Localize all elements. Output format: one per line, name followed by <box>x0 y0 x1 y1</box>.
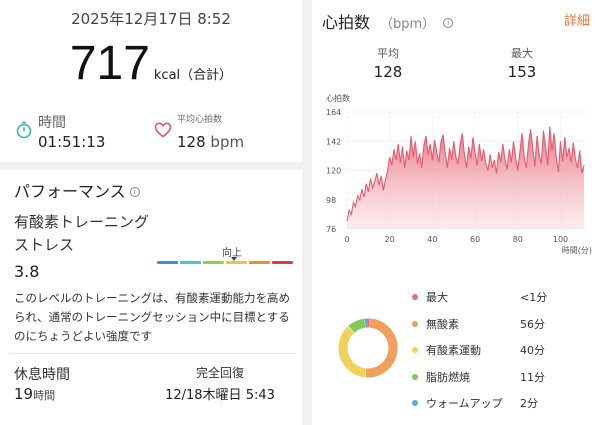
x-tick-label: 80 <box>513 235 523 244</box>
x-tick-label: 40 <box>427 235 437 244</box>
stopwatch-icon <box>16 121 32 139</box>
zone-color-dot <box>412 320 418 327</box>
average-label: 平均 <box>377 47 399 60</box>
zone-segment <box>338 326 366 378</box>
zone-legend-item: 無酸素 56分 <box>412 315 592 342</box>
aerobic-training-stress-value: 3.8 <box>14 262 40 281</box>
heart-rate-area <box>347 126 584 229</box>
zone-color-dot <box>412 400 418 407</box>
zone-name: 無酸素 <box>426 317 459 331</box>
zone-name: 有酸素運動 <box>426 344 481 358</box>
max-value: 153 <box>507 63 537 81</box>
full-recovery-value: 12/18木曜日 5:43 <box>165 388 275 403</box>
section-divider <box>0 162 302 170</box>
heart-rate-panel: 心拍数 （bpm） i 詳細 平均 128 最大 153 心拍数 76 98 120 142… <box>312 0 600 425</box>
zone-legend-item: ウォームアップ 2分 <box>412 394 592 421</box>
zone-color-dot <box>412 294 418 300</box>
gauge-segment <box>180 261 201 264</box>
average-heart-rate-value: 128 <box>177 133 206 151</box>
zone-name: ウォームアップ <box>426 397 503 411</box>
rest-time-value: 19 <box>14 385 34 403</box>
max-label: 最大 <box>511 47 533 60</box>
training-stress-gauge <box>157 261 293 264</box>
zone-name: 脂肪燃焼 <box>426 370 470 384</box>
calories-row: 717 kcal（合計） <box>0 36 302 91</box>
heart-rate-title: 心拍数 <box>322 13 371 32</box>
zone-duration: 56分 <box>520 317 545 331</box>
zone-color-dot <box>412 347 418 354</box>
calories-unit: kcal（合計） <box>153 68 233 83</box>
rest-time-unit: 時間 <box>33 389 56 402</box>
average-value: 128 <box>373 63 403 81</box>
aerobic-training-stress-label-line2: ストレス <box>14 236 75 254</box>
heart-rate-line <box>346 126 585 222</box>
performance-title-row: パフォーマンス i <box>14 178 140 202</box>
average-heart-rate-value-row: 128 bpm <box>177 133 244 151</box>
heart-rate-title-row: 心拍数 （bpm） i <box>322 9 454 33</box>
y-axis-label: 心拍数 <box>326 93 350 103</box>
gauge-segment <box>203 261 224 264</box>
heart-rate-unit: （bpm） <box>380 17 436 32</box>
rest-time-value-row: 19時間 <box>14 385 55 403</box>
average-heart-rate-unit: bpm <box>210 133 245 151</box>
zone-legend-item: 有酸素運動 40分 <box>412 341 592 368</box>
y-tick-label: 98 <box>326 196 336 205</box>
gauge-segment <box>226 261 247 264</box>
heart-rate-zone-legend: 最大 <1分無酸素 56分有酸素運動 40分脂肪燃焼 11分ウォームアップ 2分 <box>412 288 592 421</box>
calories-value: 717 <box>69 37 150 90</box>
heart-rate-chart: 心拍数 76 98 120 142 164 0 20 40 60 80 100 時間(分) <box>326 93 592 255</box>
workout-summary-panel: 2025年12月17日 8:52 717 kcal（合計） 時間 01:51:13… <box>0 10 302 403</box>
heart-icon <box>154 122 172 138</box>
zone-duration: 40分 <box>520 344 545 358</box>
full-recovery-label: 完全回復 <box>195 366 244 380</box>
zone-legend-item: 脂肪燃焼 11分 <box>412 368 592 395</box>
rest-time-label: 休息時間 <box>14 367 70 383</box>
gauge-segment <box>272 261 293 264</box>
x-axis-label: 時間(分) <box>562 246 592 255</box>
y-tick-label: 120 <box>326 167 341 176</box>
average-heart-rate-label: 平均心拍数 <box>177 115 223 125</box>
gauge-level-label: 向上 <box>222 248 242 259</box>
section-divider <box>10 353 295 354</box>
duration-value: 01:51:13 <box>38 133 106 151</box>
zone-duration: 11分 <box>520 370 545 384</box>
performance-description: このレベルのトレーニングは、有酸素運動能力を高められ、通常のトレーニングセッショ… <box>14 291 290 343</box>
zone-segment <box>365 318 398 378</box>
duration-label: 時間 <box>38 115 66 131</box>
zone-name: 最大 <box>426 291 448 304</box>
gauge-segment <box>157 261 178 264</box>
performance-title: パフォーマンス <box>14 182 126 201</box>
aerobic-training-stress-label: 有酸素トレーニング ストレス <box>14 211 164 257</box>
gauge-segment <box>249 261 270 264</box>
x-tick-label: 60 <box>470 235 480 244</box>
x-tick-label: 20 <box>385 235 395 244</box>
zone-duration: <1分 <box>520 291 548 304</box>
y-tick-label: 164 <box>326 108 341 117</box>
info-icon[interactable]: i <box>443 18 454 28</box>
zone-duration: 2分 <box>520 397 538 411</box>
x-tick-label: 0 <box>344 235 349 244</box>
y-tick-label: 142 <box>326 137 341 146</box>
x-tick-label: 100 <box>553 235 568 244</box>
info-icon[interactable]: i <box>129 187 140 197</box>
y-tick-label: 76 <box>326 225 336 234</box>
zone-legend-item: 最大 <1分 <box>412 288 592 315</box>
gauge-marker-icon <box>231 257 237 261</box>
details-link[interactable]: 詳細 <box>563 14 590 29</box>
zone-segment <box>348 318 366 333</box>
panel-divider <box>302 0 312 425</box>
zone-color-dot <box>412 373 418 380</box>
aerobic-training-stress-label-line1: 有酸素トレーニング <box>14 213 150 231</box>
heart-rate-zone-donut <box>338 318 398 378</box>
workout-datetime: 2025年12月17日 8:52 <box>71 10 231 28</box>
